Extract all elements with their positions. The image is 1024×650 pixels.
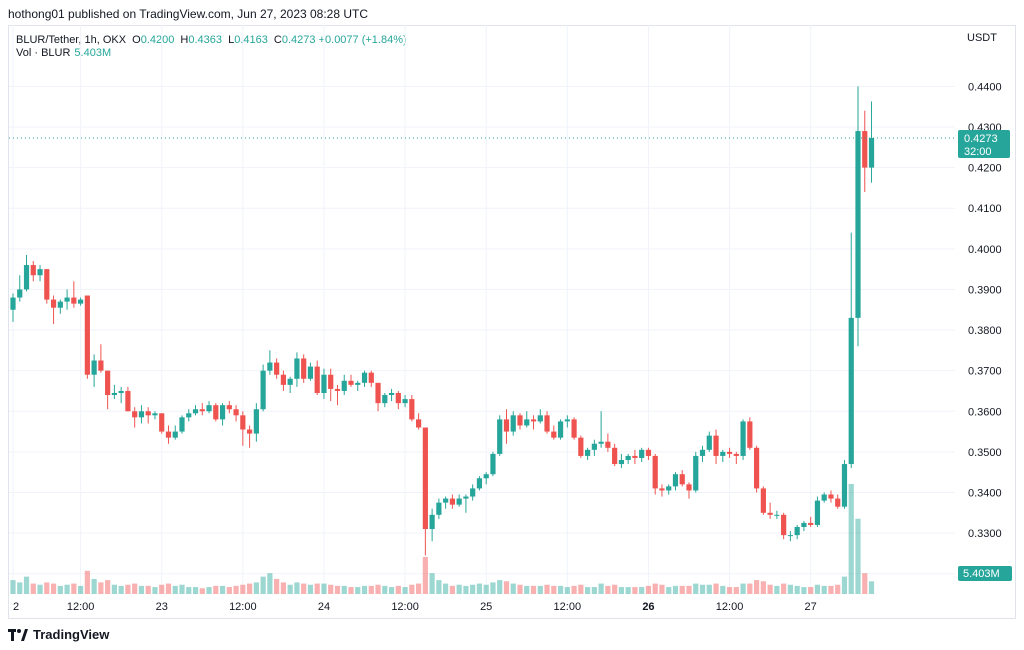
- legend-volume: 5.403M: [74, 47, 112, 59]
- legend-open: 0.4200: [140, 34, 175, 46]
- legend-low: 0.4163: [234, 34, 268, 46]
- tradingview-logo-icon: [8, 628, 28, 641]
- currency-label: USDT: [967, 32, 997, 44]
- chart-frame[interactable]: [8, 25, 1016, 619]
- legend-open-label: O: [132, 34, 141, 46]
- volume-legend: Vol · BLUR 5.403M: [16, 47, 111, 59]
- brand-name: TradingView: [33, 627, 110, 642]
- legend-high-label: H: [180, 34, 189, 46]
- legend-volume-label: Vol · BLUR: [16, 47, 71, 59]
- legend-close: 0.4273: [281, 34, 316, 46]
- legend-close-label: C: [273, 34, 282, 46]
- legend-change: +0.0077 (+1.84%): [318, 34, 407, 46]
- legend-low-label: L: [228, 34, 235, 46]
- publisher-line: hothong01 published on TradingView.com, …: [8, 7, 369, 21]
- legend-high: 0.4363: [188, 34, 223, 46]
- legend-symbol: BLUR/Tether, 1h, OKX: [16, 34, 127, 46]
- tradingview-logo: TradingView: [8, 627, 109, 642]
- price-legend: BLUR/Tether, 1h, OKX O0.4200 H0.4363 L0.…: [16, 33, 407, 47]
